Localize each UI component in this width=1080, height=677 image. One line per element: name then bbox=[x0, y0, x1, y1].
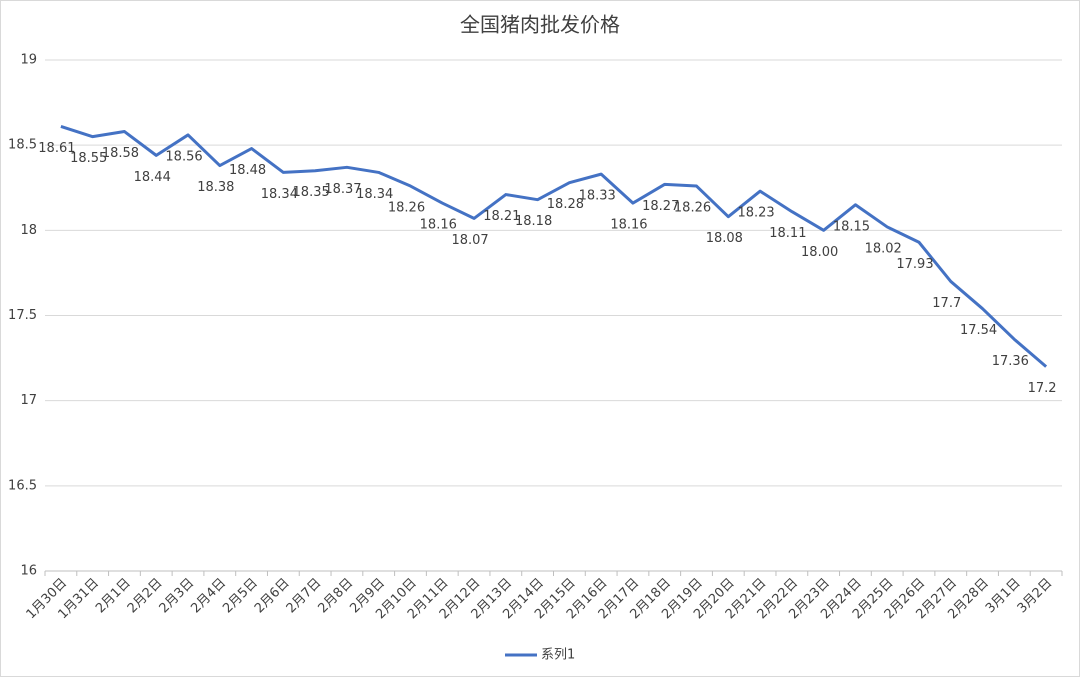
line bbox=[60, 125, 1048, 368]
data-label: 18.61 bbox=[38, 141, 75, 156]
data-label: 18.56 bbox=[165, 149, 202, 164]
data-label: 18.16 bbox=[610, 218, 647, 233]
y-tick-label: 18 bbox=[20, 223, 37, 238]
data-label: 18.33 bbox=[579, 189, 616, 204]
data-label: 17.93 bbox=[896, 257, 933, 272]
data-label: 18.26 bbox=[674, 201, 711, 216]
data-label: 18.27 bbox=[642, 199, 679, 214]
data-label: 18.48 bbox=[229, 163, 266, 178]
data-label: 18.34 bbox=[261, 187, 298, 202]
data-label: 18.11 bbox=[769, 226, 806, 241]
chart-title: 全国猪肉批发价格 bbox=[460, 13, 620, 37]
data-label: 17.54 bbox=[960, 323, 997, 338]
data-label: 18.21 bbox=[483, 209, 520, 224]
data-label: 17.36 bbox=[992, 354, 1029, 369]
data-label: 18.38 bbox=[197, 180, 234, 195]
data-label: 18.34 bbox=[356, 187, 393, 202]
y-tick-label: 17 bbox=[20, 393, 37, 408]
y-tick-label: 16 bbox=[20, 564, 37, 579]
data-label: 18.37 bbox=[324, 182, 361, 197]
data-label: 18.16 bbox=[420, 218, 457, 233]
legend-label: 系列1 bbox=[541, 648, 575, 663]
data-label: 17.7 bbox=[932, 296, 961, 311]
data-label: 18.35 bbox=[293, 185, 330, 200]
data-label: 18.23 bbox=[737, 206, 774, 221]
data-label: 18.26 bbox=[388, 201, 425, 216]
data-label: 18.58 bbox=[102, 146, 139, 161]
data-label: 18.44 bbox=[134, 170, 171, 185]
data-label: 18.55 bbox=[70, 151, 107, 166]
data-label: 18.00 bbox=[801, 245, 838, 260]
data-label: 17.2 bbox=[1028, 381, 1057, 396]
data-label: 18.28 bbox=[547, 197, 584, 212]
y-tick-label: 18.5 bbox=[8, 138, 37, 153]
y-tick-label: 16.5 bbox=[8, 478, 37, 493]
data-label: 18.15 bbox=[833, 219, 870, 234]
y-tick-label: 19 bbox=[20, 53, 37, 68]
data-label: 18.18 bbox=[515, 214, 552, 229]
data-label: 18.08 bbox=[706, 231, 743, 246]
data-label: 18.07 bbox=[451, 233, 488, 248]
data-label: 18.02 bbox=[865, 241, 902, 256]
y-tick-label: 17.5 bbox=[8, 308, 37, 323]
